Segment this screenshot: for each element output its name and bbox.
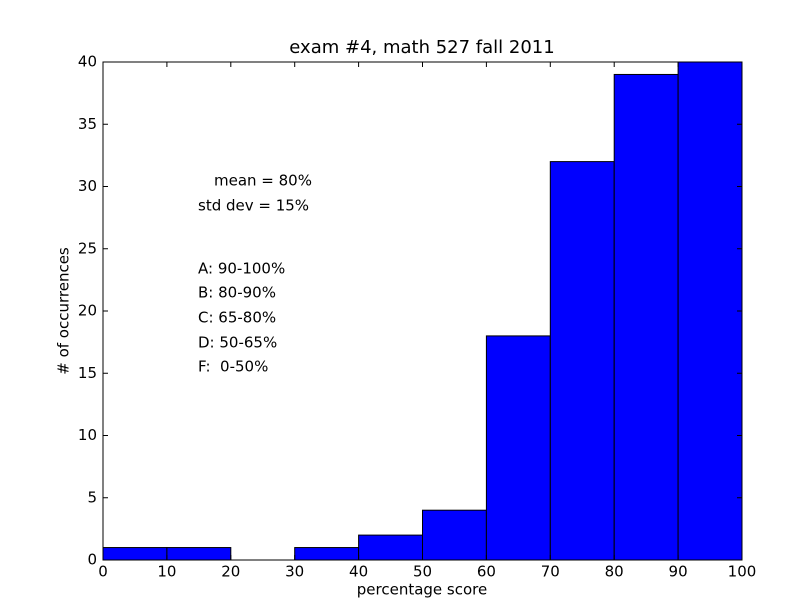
annotation: mean = 80% <box>214 172 312 190</box>
x-tick-label: 20 <box>221 563 240 581</box>
y-tick-label: 40 <box>78 53 97 71</box>
x-tick-label: 30 <box>285 563 304 581</box>
x-tick-label: 70 <box>541 563 560 581</box>
bar <box>549 161 615 561</box>
y-axis-label: # of occurrences <box>55 247 73 375</box>
bar <box>358 534 424 561</box>
annotation: F: 0-50% <box>198 358 268 376</box>
annotation: B: 80-90% <box>198 284 276 302</box>
y-tick-label: 15 <box>78 364 97 382</box>
x-axis-label: percentage score <box>357 581 487 599</box>
x-tick-label: 50 <box>413 563 432 581</box>
y-tick-label: 35 <box>78 115 97 133</box>
y-tick-label: 0 <box>87 551 97 569</box>
y-tick-label: 20 <box>78 302 97 320</box>
bar <box>422 509 487 561</box>
y-tick-label: 5 <box>87 488 97 506</box>
annotation: D: 50-65% <box>198 334 277 352</box>
bar <box>613 73 679 561</box>
x-tick-label: 10 <box>157 563 176 581</box>
bar <box>102 547 168 561</box>
y-tick-label: 10 <box>78 426 97 444</box>
annotation: std dev = 15% <box>198 197 309 215</box>
y-tick-label: 30 <box>78 177 97 195</box>
x-tick-label: 60 <box>477 563 496 581</box>
bar <box>485 335 551 561</box>
x-tick-label: 40 <box>349 563 368 581</box>
x-tick-label: 0 <box>98 563 108 581</box>
annotation: C: 65-80% <box>198 309 276 327</box>
x-tick-label: 80 <box>605 563 624 581</box>
x-tick-label: 100 <box>728 563 757 581</box>
bar <box>166 547 232 561</box>
x-tick-label: 90 <box>669 563 688 581</box>
chart-title: exam #4, math 527 fall 2011 <box>289 37 554 58</box>
annotation: A: 90-100% <box>198 260 285 278</box>
bar <box>294 547 360 561</box>
bar <box>677 61 743 561</box>
y-tick-label: 25 <box>78 239 97 257</box>
